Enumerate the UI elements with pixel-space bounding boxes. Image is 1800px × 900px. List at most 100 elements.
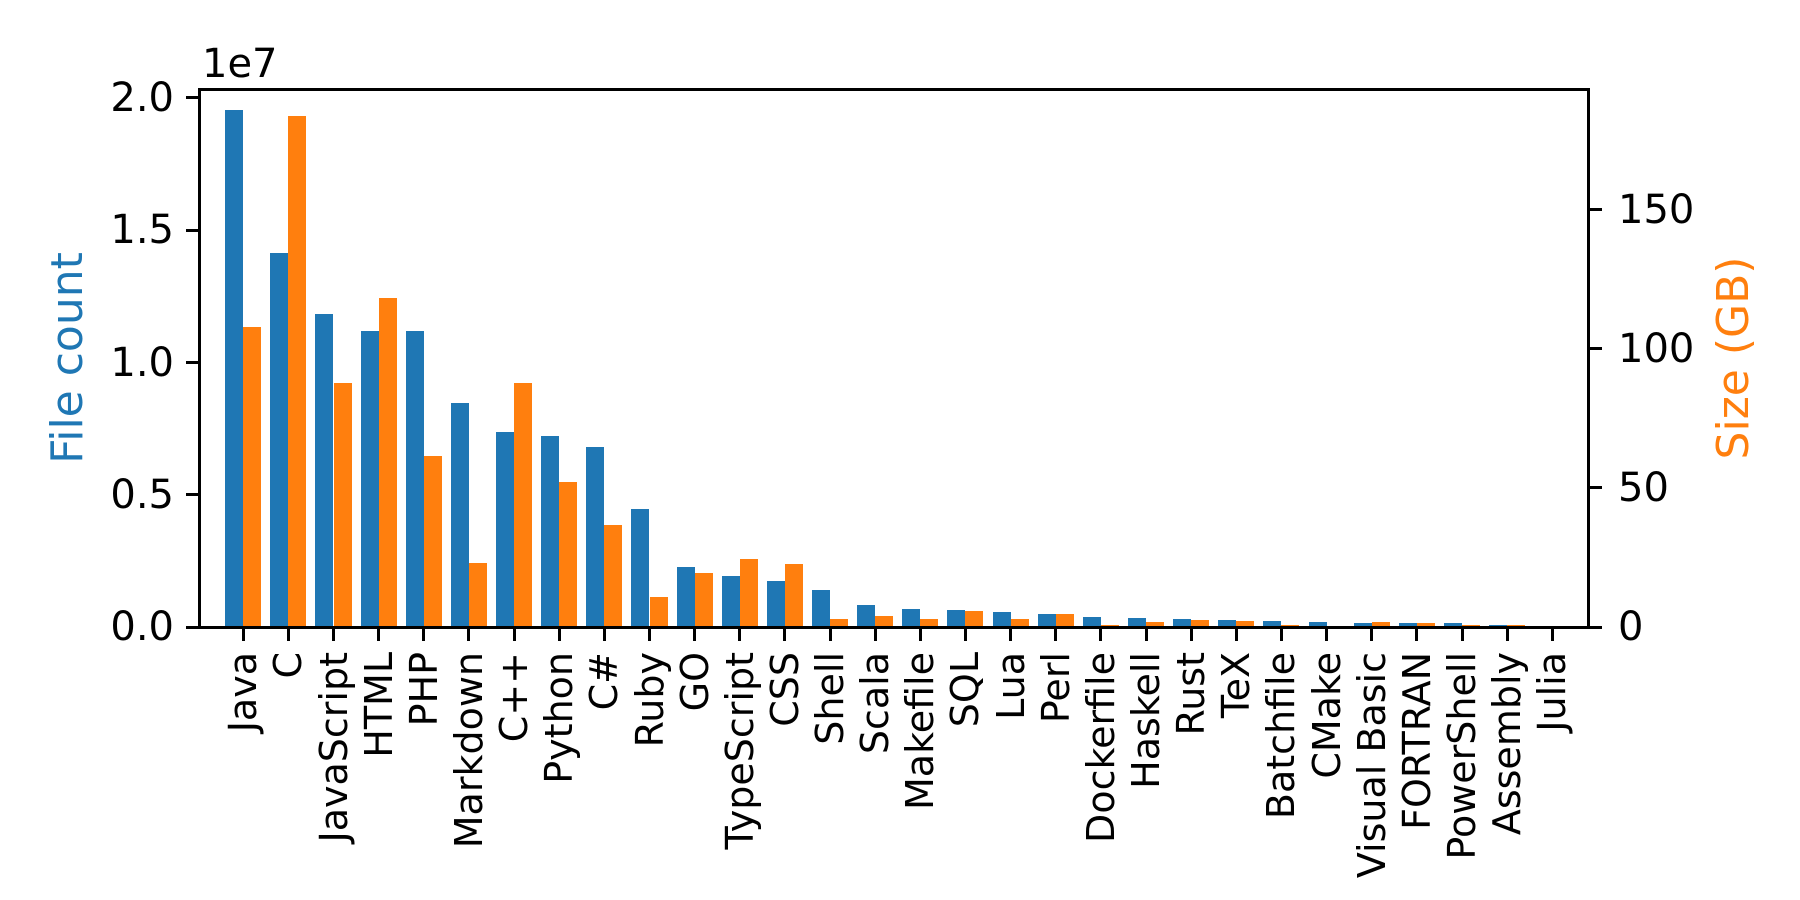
right-axis-title: Size (GB) [1708,256,1759,460]
x-tick-Perl [1054,627,1058,641]
bar-file-count-C++ [495,431,514,627]
bar-size-SQL [965,611,984,627]
bar-size-C# [604,524,623,627]
x-tick-label-HTML: HTML [356,652,401,758]
x-tick-CSS [783,627,787,641]
right-axis-tick-label-150: 150 [1618,186,1695,233]
x-tick-label-Python: Python [537,652,582,784]
bar-file-count-Python [541,435,560,627]
bar-file-count-TeX [1218,620,1237,627]
bar-size-TeX [1236,621,1255,627]
bar-file-count-Batchfile [1263,620,1282,627]
bar-file-count-C [270,252,289,627]
x-tick-Scala [873,627,877,641]
bar-size-Haskell [1146,621,1165,627]
x-tick-JavaScript [332,627,335,641]
left-axis-tick-0.5 [186,493,200,497]
left-axis-tick-label-1.0: 1.0 [110,339,174,386]
bar-size-CMake [1326,625,1345,627]
x-tick-label-TypeScript: TypeScript [717,652,762,850]
x-tick-label-Rust: Rust [1169,652,1214,736]
right-axis-tick-label-50: 50 [1618,464,1669,511]
bar-file-count-Visual Basic [1353,622,1372,627]
bar-file-count-Dockerfile [1082,617,1101,627]
x-tick-Python [557,627,561,641]
x-tick-Assembly [1505,627,1509,641]
x-tick-label-Batchfile: Batchfile [1259,652,1304,820]
x-tick-label-Lua: Lua [988,652,1033,720]
bar-size-CSS [784,563,803,627]
left-axis-tick-0.0 [186,625,200,629]
x-tick-label-JavaScript: JavaScript [311,652,356,843]
x-tick-PHP [422,627,426,641]
x-tick-label-C++: C++ [492,652,536,743]
x-tick-label-Makefile: Makefile [898,652,943,810]
x-tick-Visual Basic [1370,627,1374,641]
bar-file-count-Markdown [450,403,469,627]
right-axis-tick-0 [1588,625,1602,629]
left-axis-title: File count [42,252,93,464]
x-tick-label-C: C [266,652,311,679]
right-axis-tick-label-0: 0 [1618,604,1644,650]
x-tick-Julia [1550,627,1554,641]
bar-file-count-Makefile [902,609,921,627]
bar-size-Makefile [920,618,939,627]
x-tick-Batchfile [1279,627,1283,641]
x-tick-C++ [512,627,516,641]
bar-file-count-Lua [992,611,1011,627]
bar-file-count-SQL [947,609,966,627]
bar-size-Lua [1010,619,1029,627]
x-tick-label-Haskell: Haskell [1124,652,1168,789]
x-tick-Haskell [1144,627,1148,641]
x-tick-label-PHP: PHP [401,652,446,727]
left-axis-tick-2.0 [186,96,200,100]
bar-file-count-Rust [1173,618,1192,627]
x-tick-label-Visual Basic: Visual Basic [1349,652,1394,879]
right-axis-tick-150 [1588,208,1602,212]
x-tick-Ruby [648,627,651,641]
bar-size-Visual Basic [1371,621,1390,627]
x-tick-HTML [377,627,381,641]
x-tick-Dockerfile [1099,627,1103,641]
bar-size-PowerShell [1462,625,1481,627]
bar-file-count-Shell [811,590,830,627]
bar-file-count-PHP [405,331,424,627]
right-axis-tick-50 [1588,486,1602,490]
bar-size-Shell [830,618,849,627]
x-tick-label-PowerShell: PowerShell [1440,652,1484,860]
bar-file-count-Julia [1534,625,1553,627]
bar-file-count-Java [225,109,244,627]
x-tick-label-Dockerfile: Dockerfile [1078,652,1123,843]
x-tick-label-TeX: TeX [1214,652,1259,719]
x-tick-label-GO: GO [672,652,717,712]
x-tick-Rust [1189,627,1193,641]
x-tick-Markdown [467,627,471,641]
bar-size-GO [694,573,713,627]
x-tick-label-CMake: CMake [1304,652,1349,779]
bar-size-Java [243,327,262,627]
x-tick-Makefile [918,627,922,641]
left-axis-tick-label-1.5: 1.5 [110,207,174,254]
bar-size-Batchfile [1281,625,1300,627]
bar-size-TypeScript [739,558,758,627]
bar-file-count-Scala [857,604,876,627]
x-tick-Lua [1009,627,1013,641]
x-tick-GO [693,627,697,641]
x-tick-label-Perl: Perl [1033,652,1078,724]
bar-size-Python [559,482,578,627]
bar-size-Markdown [468,562,487,627]
bar-file-count-Ruby [631,508,650,627]
x-tick-FORTRAN [1415,627,1419,641]
bar-size-Rust [1191,619,1210,627]
x-tick-SQL [963,627,967,641]
bar-file-count-FORTRAN [1398,623,1417,627]
x-tick-CMake [1325,627,1329,641]
left-axis-tick-label-0.5: 0.5 [110,471,174,518]
x-tick-C [286,627,290,641]
right-axis-tick-100 [1588,347,1602,351]
bar-size-C [288,115,307,627]
x-tick-Shell [828,627,832,641]
left-axis-offset-text: 1e7 [202,41,278,87]
bar-file-count-CSS [766,581,785,627]
